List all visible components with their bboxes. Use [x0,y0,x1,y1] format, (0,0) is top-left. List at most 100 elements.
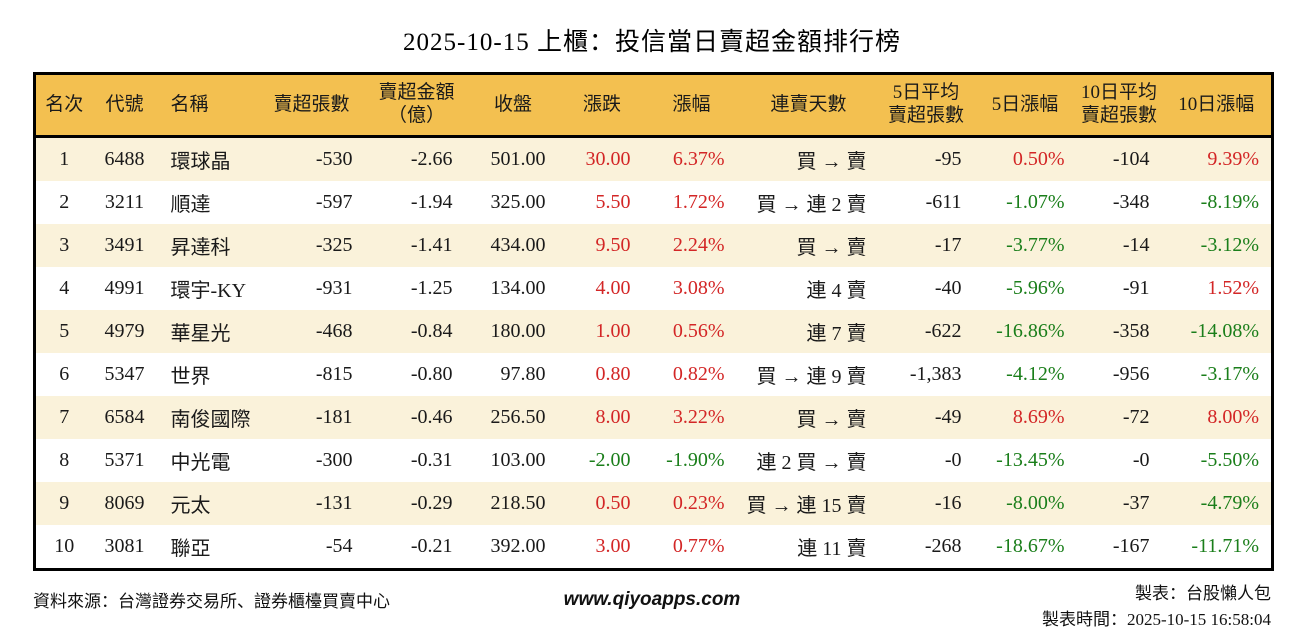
table-cell: 4 [35,267,93,310]
table-cell: 元太 [157,482,257,525]
table-cell: 256.50 [467,396,560,439]
column-header: 名次 [35,74,93,137]
table-cell: 9.50 [560,224,645,267]
table-cell: -72 [1077,396,1162,439]
table-cell: -300 [257,439,367,482]
table-cell: -597 [257,181,367,224]
column-header: 10日平均 賣超張數 [1077,74,1162,137]
column-header: 收盤 [467,74,560,137]
table-cell: -0 [1077,439,1162,482]
table-cell: -37 [1077,482,1162,525]
table-cell: -2.00 [560,439,645,482]
table-cell: 6 [35,353,93,396]
table-cell: 6584 [93,396,157,439]
table-cell: 30.00 [560,137,645,182]
column-header: 名稱 [157,74,257,137]
table-cell: 7 [35,396,93,439]
table-cell: -1,383 [879,353,974,396]
table-cell: 連 4 賣 [739,267,879,310]
table-cell: 8.00 [560,396,645,439]
table-cell: 世界 [157,353,257,396]
column-header: 漲幅 [645,74,739,137]
table-cell: 3.08% [645,267,739,310]
table-cell: -2.66 [367,137,467,182]
table-cell: 昇達科 [157,224,257,267]
table-cell: 環宇-KY [157,267,257,310]
column-header: 代號 [93,74,157,137]
table-cell: 325.00 [467,181,560,224]
table-cell: 180.00 [467,310,560,353]
table-cell: 5347 [93,353,157,396]
table-cell: 2.24% [645,224,739,267]
table-cell: -95 [879,137,974,182]
table-cell: -5.96% [974,267,1077,310]
table-cell: 8069 [93,482,157,525]
table-cell: -1.41 [367,224,467,267]
table-cell: 順達 [157,181,257,224]
table-cell: -5.50% [1162,439,1273,482]
table-cell: 中光電 [157,439,257,482]
table-cell: 5 [35,310,93,353]
table-cell: -16 [879,482,974,525]
table-cell: -91 [1077,267,1162,310]
table-cell: 134.00 [467,267,560,310]
table-cell: -17 [879,224,974,267]
table-cell: 3 [35,224,93,267]
column-header: 5日平均 賣超張數 [879,74,974,137]
column-header: 5日漲幅 [974,74,1077,137]
table-cell: 華星光 [157,310,257,353]
table-cell: -325 [257,224,367,267]
table-cell: -0.21 [367,525,467,570]
table-cell: 8.00% [1162,396,1273,439]
table-cell: 1.00 [560,310,645,353]
table-cell: 4979 [93,310,157,353]
table-cell: -49 [879,396,974,439]
table-cell: 2 [35,181,93,224]
table-cell: 6.37% [645,137,739,182]
table-cell: -0 [879,439,974,482]
table-cell: 1.72% [645,181,739,224]
table-cell: 0.56% [645,310,739,353]
table-cell: -4.12% [974,353,1077,396]
table-cell: -13.45% [974,439,1077,482]
table-cell: -931 [257,267,367,310]
table-cell: 連 2 買 → 賣 [739,439,879,482]
table-cell: -358 [1077,310,1162,353]
table-cell: -3.12% [1162,224,1273,267]
table-cell: -181 [257,396,367,439]
page-title: 2025-10-15 上櫃：投信當日賣超金額排行榜 [0,0,1304,58]
table-cell: 9.39% [1162,137,1273,182]
table-cell: -1.90% [645,439,739,482]
table-cell: -8.19% [1162,181,1273,224]
table-cell: -11.71% [1162,525,1273,570]
column-header: 賣超張數 [257,74,367,137]
table-cell: -815 [257,353,367,396]
table-cell: -8.00% [974,482,1077,525]
table-cell: 6488 [93,137,157,182]
website-url: www.qiyoapps.com [564,581,741,611]
table-cell: -104 [1077,137,1162,182]
column-header: 賣超金額 （億） [367,74,467,137]
table-cell: 連 11 賣 [739,525,879,570]
table-cell: 買 → 連 15 賣 [739,482,879,525]
table-cell: -131 [257,482,367,525]
table-cell: 0.50% [974,137,1077,182]
table-cell: 5.50 [560,181,645,224]
table-cell: 4991 [93,267,157,310]
report-page: 2025-10-15 上櫃：投信當日賣超金額排行榜 名次代號名稱賣超張數賣超金額… [0,0,1304,612]
table-cell: 1.52% [1162,267,1273,310]
maker-label: 製表：台股懶人包 [740,581,1271,607]
table-cell: -4.79% [1162,482,1273,525]
